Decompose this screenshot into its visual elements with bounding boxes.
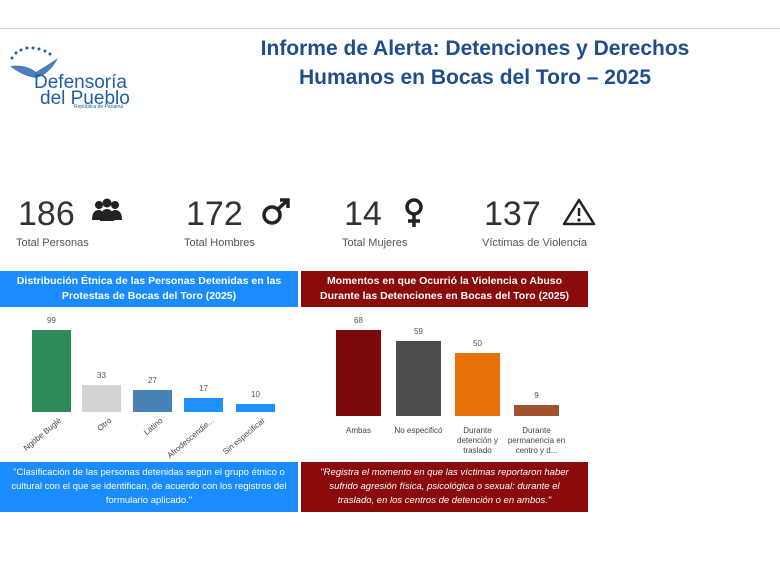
logo-mark bbox=[10, 46, 58, 78]
value-label: 17 bbox=[199, 383, 208, 393]
kpi-value: 172 bbox=[186, 195, 243, 233]
logo-subtitle: República de Panamá bbox=[74, 104, 124, 110]
bar bbox=[514, 404, 559, 416]
value-label: 99 bbox=[47, 316, 56, 325]
icon-male bbox=[262, 198, 290, 225]
value-label: 68 bbox=[354, 316, 363, 325]
value-label: 27 bbox=[148, 375, 157, 385]
kpi-label: Total Mujeres bbox=[342, 237, 408, 249]
x-tick-label: Durante permanencia en centro y d... bbox=[507, 426, 566, 455]
kpi-label: Total Personas bbox=[16, 237, 89, 249]
x-tick-label: No especificó bbox=[394, 426, 443, 435]
value-label: 50 bbox=[473, 338, 482, 348]
logo-text: Defensoría bbox=[34, 72, 127, 93]
chart-header: Distribución Étnica de las Personas Dete… bbox=[0, 271, 298, 307]
x-tick-label: Durante detención y traslado bbox=[457, 426, 498, 455]
bar bbox=[32, 330, 71, 412]
top-rule bbox=[0, 28, 780, 29]
bar bbox=[236, 403, 275, 412]
chart-header: Momentos en que Ocurrió la Violencia o A… bbox=[301, 271, 588, 307]
kpi-value: 186 bbox=[18, 195, 75, 233]
bar bbox=[455, 352, 500, 416]
x-tick-label: Ambas bbox=[346, 426, 371, 435]
icon-warning bbox=[562, 198, 596, 226]
kpi-value: 14 bbox=[344, 195, 382, 233]
bar bbox=[82, 384, 121, 412]
kpi-value: 137 bbox=[484, 195, 541, 233]
logo-text: del Pueblo bbox=[40, 88, 130, 109]
chart-caption: "Clasificación de las personas detenidas… bbox=[0, 462, 298, 512]
kpi-label: Total Hombres bbox=[184, 237, 255, 249]
x-tick-label: Sin especificar bbox=[221, 416, 268, 457]
kpi-label: Víctimas de Violencia bbox=[482, 237, 587, 249]
x-tick-label: Otro bbox=[95, 416, 114, 433]
page-title: Informe de Alerta: Detenciones y Derecho… bbox=[260, 37, 690, 89]
x-tick-label: Latino bbox=[141, 416, 165, 437]
bar bbox=[396, 341, 441, 416]
x-tick-label: Afrodescendie... bbox=[165, 416, 216, 461]
value-label: 10 bbox=[251, 389, 260, 399]
bar bbox=[133, 389, 172, 412]
bar bbox=[336, 330, 381, 416]
x-tick-label: Ngöbe Buglé bbox=[22, 416, 64, 453]
value-label: 33 bbox=[97, 370, 106, 380]
chart-caption: "Registra el momento en que las víctimas… bbox=[301, 462, 588, 512]
value-label: 59 bbox=[414, 327, 423, 337]
bar bbox=[184, 397, 223, 412]
icon-female bbox=[405, 198, 423, 227]
value-label: 9 bbox=[534, 390, 539, 400]
icon-people bbox=[92, 198, 122, 221]
